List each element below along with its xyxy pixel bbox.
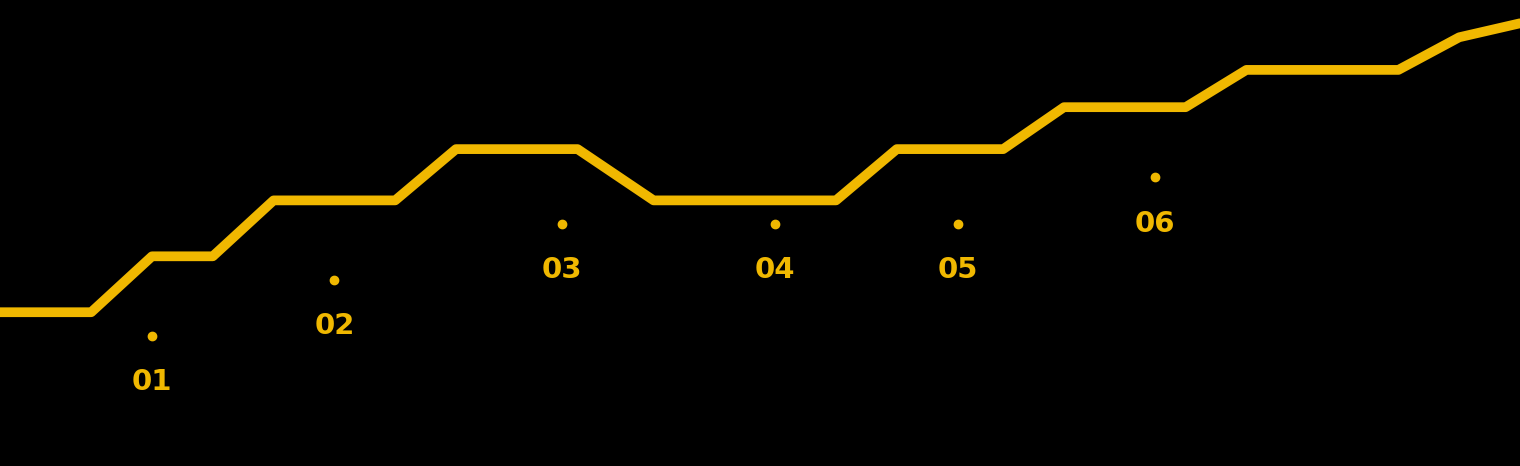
Text: 02: 02 [315,312,354,340]
Text: 06: 06 [1135,210,1175,238]
Text: 01: 01 [132,368,172,396]
Text: 04: 04 [755,256,795,284]
Text: 05: 05 [938,256,977,284]
Text: 03: 03 [543,256,582,284]
